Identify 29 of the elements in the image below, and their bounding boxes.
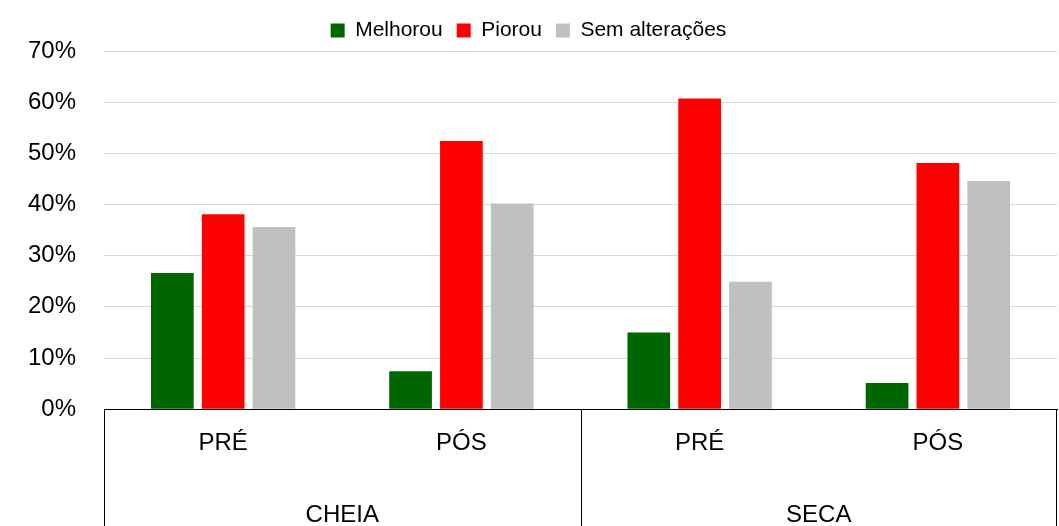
legend-label: Sem alterações <box>580 17 727 41</box>
bar <box>678 98 721 409</box>
y-tick-label: 50% <box>27 137 77 165</box>
y-tick-label: 0% <box>41 393 77 421</box>
x-tick-label: PÓS <box>912 428 964 456</box>
text: SECA <box>786 500 852 526</box>
y-tick-label: 20% <box>27 291 77 319</box>
x-tick-label: PÓS <box>436 428 487 456</box>
x-tick-label: PRÉ <box>674 428 725 456</box>
bar <box>150 273 194 409</box>
bar <box>967 180 1011 409</box>
bar <box>627 332 671 409</box>
bar <box>201 214 245 409</box>
text: CHEIA <box>305 500 379 526</box>
bar <box>729 281 772 409</box>
y-tick-label: 40% <box>27 189 77 217</box>
legend-label: Melhorou <box>355 17 443 41</box>
bar <box>440 141 483 409</box>
y-tick-label: 10% <box>27 342 77 370</box>
legend-label: Piorou <box>481 17 542 41</box>
bar <box>252 227 296 409</box>
bar <box>490 203 534 409</box>
y-tick-label: 60% <box>27 86 77 114</box>
y-tick-label: 30% <box>27 240 77 268</box>
x-tick-label: PRÉ <box>198 428 248 456</box>
y-tick-label: 70% <box>27 35 77 63</box>
bar <box>389 371 432 409</box>
bar <box>865 383 909 409</box>
bar <box>916 163 960 409</box>
